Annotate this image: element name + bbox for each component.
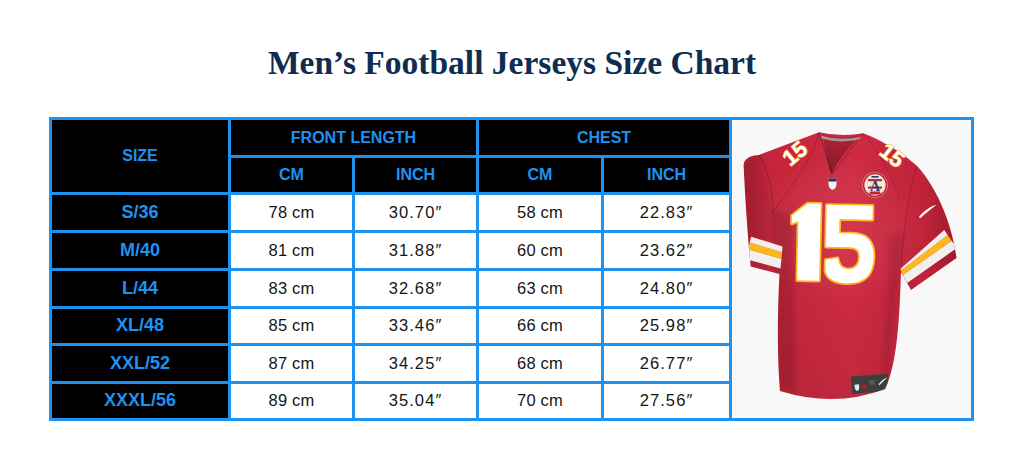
svg-text:A: A: [870, 179, 881, 194]
